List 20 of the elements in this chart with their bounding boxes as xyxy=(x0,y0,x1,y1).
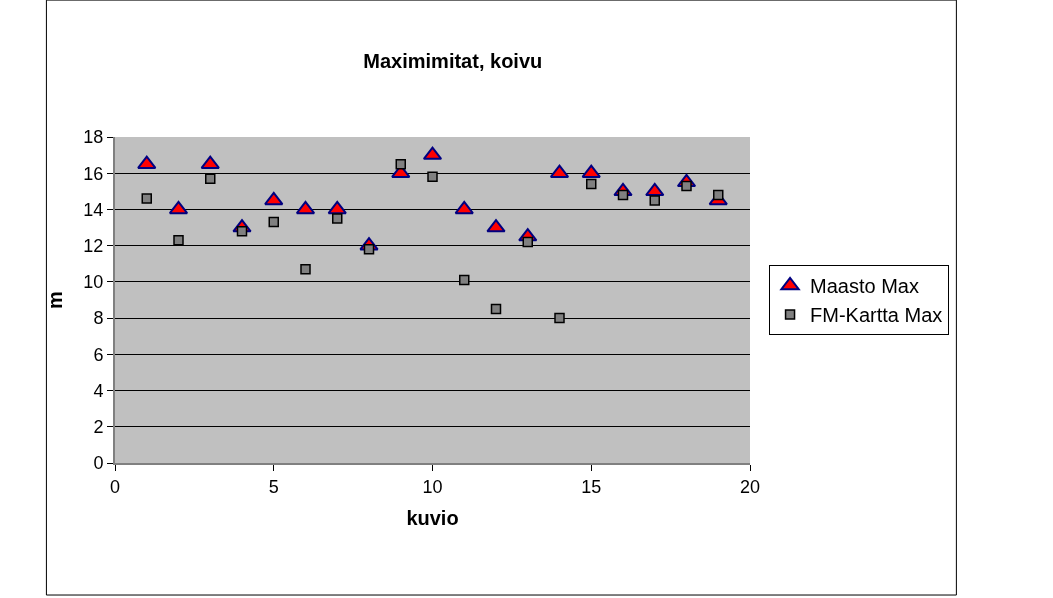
x-axis-title: kuvio xyxy=(406,506,459,529)
y-tick-label: 18 xyxy=(83,127,104,148)
y-tick-label: 8 xyxy=(93,308,104,329)
x-tick-label: 10 xyxy=(422,476,443,497)
y-tick-label: 4 xyxy=(93,380,104,401)
legend-label: Maasto Max xyxy=(810,275,919,298)
y-tick-label: 12 xyxy=(83,235,104,256)
y-tick-label: 6 xyxy=(93,344,104,365)
chart-title: Maximimitat, koivu xyxy=(363,49,543,72)
y-tick-label: 16 xyxy=(83,163,104,184)
y-tick-label: 2 xyxy=(93,417,104,438)
x-tick-label: 5 xyxy=(268,476,279,497)
x-tick-label: 0 xyxy=(109,476,121,497)
x-tick-label: 20 xyxy=(739,476,761,497)
y-axis-title: m xyxy=(44,291,67,309)
y-tick-label: 10 xyxy=(83,272,104,293)
y-tick-label: 0 xyxy=(93,453,104,474)
x-tick-label: 15 xyxy=(581,476,602,497)
y-tick-label: 14 xyxy=(83,199,104,220)
legend-label: FM-Kartta Max xyxy=(810,304,943,327)
